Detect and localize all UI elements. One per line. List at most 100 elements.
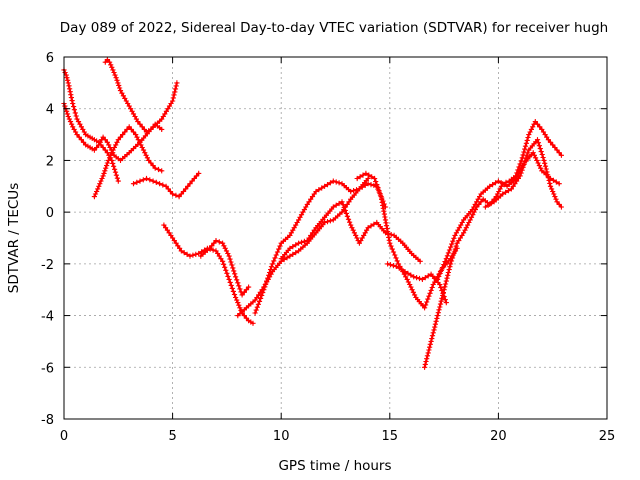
data-point	[65, 113, 71, 120]
data-point	[357, 174, 363, 180]
data-point	[518, 170, 524, 176]
data-point	[322, 183, 328, 189]
x-tick-label: 15	[382, 429, 399, 444]
data-point	[170, 95, 176, 101]
x-tick-label: 0	[60, 429, 68, 444]
data-point	[537, 146, 543, 152]
data-point	[341, 205, 347, 211]
x-tick-label: 20	[490, 429, 507, 444]
data-point	[546, 177, 552, 184]
data-point	[425, 273, 431, 279]
x-tick-label: 5	[168, 429, 176, 444]
series-layer	[61, 57, 564, 370]
data-point	[342, 207, 348, 214]
data-point	[388, 243, 394, 249]
data-point	[545, 172, 551, 178]
data-point	[296, 240, 302, 246]
y-tick-label: 6	[46, 51, 54, 66]
data-point	[542, 163, 549, 169]
data-point	[381, 208, 387, 214]
data-point	[104, 160, 110, 166]
x-tick-label: 10	[273, 429, 290, 444]
data-point	[172, 89, 178, 95]
data-point	[525, 150, 531, 156]
data-point	[117, 85, 123, 91]
data-point	[68, 92, 74, 98]
data-point	[422, 305, 428, 311]
data-point	[229, 285, 235, 291]
data-point	[250, 320, 256, 326]
data-point	[366, 172, 372, 178]
data-point	[449, 241, 455, 247]
data-point	[234, 297, 240, 303]
data-point	[435, 310, 441, 316]
data-point	[235, 300, 241, 306]
data-point	[64, 75, 70, 81]
data-point	[390, 249, 397, 255]
data-point	[545, 175, 551, 181]
data-point	[181, 250, 187, 256]
data-point	[225, 273, 231, 279]
data-point	[446, 247, 453, 253]
data-point	[435, 276, 441, 282]
data-point	[143, 175, 150, 182]
data-point	[71, 107, 77, 113]
data-point	[62, 103, 68, 109]
data-point	[287, 245, 293, 251]
x-axis-title: GPS time / hours	[278, 458, 391, 474]
data-point	[353, 187, 360, 193]
data-point	[223, 267, 229, 273]
data-point	[264, 278, 270, 284]
data-point	[377, 191, 383, 197]
data-point	[268, 267, 274, 273]
data-point	[159, 126, 165, 132]
chart-title: Day 089 of 2022, Sidereal Day-to-day VTE…	[60, 20, 608, 36]
data-point	[172, 86, 179, 92]
data-point	[108, 152, 114, 158]
data-point	[541, 157, 547, 163]
data-point	[343, 210, 349, 216]
data-point	[237, 305, 243, 311]
data-point	[231, 268, 237, 274]
data-point	[519, 167, 525, 173]
data-point	[445, 250, 451, 256]
data-point	[170, 98, 176, 104]
data-point	[517, 161, 523, 167]
data-point	[437, 281, 443, 288]
data-point	[254, 304, 260, 310]
data-point	[393, 255, 399, 261]
data-point	[231, 291, 238, 298]
data-point	[414, 275, 420, 281]
data-point	[228, 282, 234, 288]
data-point	[216, 239, 222, 245]
data-point	[547, 183, 554, 189]
data-point	[255, 301, 261, 307]
data-point	[371, 182, 377, 188]
data-point	[98, 178, 104, 184]
x-tick-label: 25	[599, 429, 616, 444]
data-point	[67, 86, 73, 92]
grid	[64, 57, 607, 419]
data-point	[544, 169, 550, 175]
data-point	[438, 285, 444, 291]
data-point	[378, 194, 384, 200]
data-point	[170, 191, 176, 197]
data-point	[536, 143, 542, 149]
data-point	[64, 108, 70, 114]
data-point	[91, 194, 97, 200]
data-point	[435, 313, 441, 319]
data-point	[67, 119, 74, 125]
data-point	[354, 175, 360, 182]
data-point	[387, 262, 394, 268]
data-point	[450, 238, 456, 244]
data-point	[236, 283, 242, 289]
series-sat-h	[235, 181, 389, 319]
data-point	[375, 185, 381, 191]
data-point	[228, 259, 234, 265]
data-point	[422, 275, 428, 281]
data-point	[327, 180, 333, 186]
data-point	[333, 179, 339, 185]
data-point	[365, 181, 371, 187]
data-point	[301, 238, 307, 244]
